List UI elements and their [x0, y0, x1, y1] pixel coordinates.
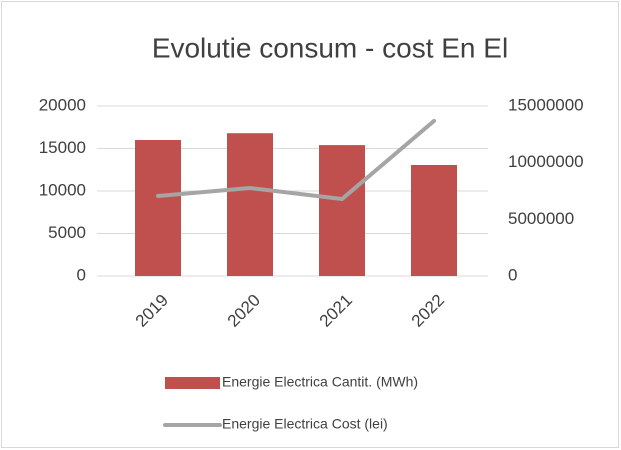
y2-tick-label: 15000000 [508, 95, 584, 114]
y-tick-label: 10000 [39, 180, 86, 199]
legend-swatch [165, 377, 220, 389]
y-tick-label: 5000 [48, 223, 86, 242]
bar [135, 140, 181, 276]
y-tick-label: 15000 [39, 138, 86, 157]
bar [227, 133, 273, 276]
y2-tick-label: 5000000 [508, 209, 574, 228]
y-tick-label: 20000 [39, 95, 86, 114]
y-tick-label: 0 [77, 265, 86, 284]
y2-tick-label: 0 [508, 265, 517, 284]
chart-title: Evolutie consum - cost En El [152, 32, 508, 63]
line [156, 118, 436, 202]
bar [319, 145, 365, 276]
legend-label: Energie Electrica Cantit. (MWh) [222, 374, 418, 390]
legend-label: Energie Electrica Cost (lei) [222, 416, 388, 432]
bar [411, 164, 457, 276]
y2-tick-label: 10000000 [508, 152, 584, 171]
